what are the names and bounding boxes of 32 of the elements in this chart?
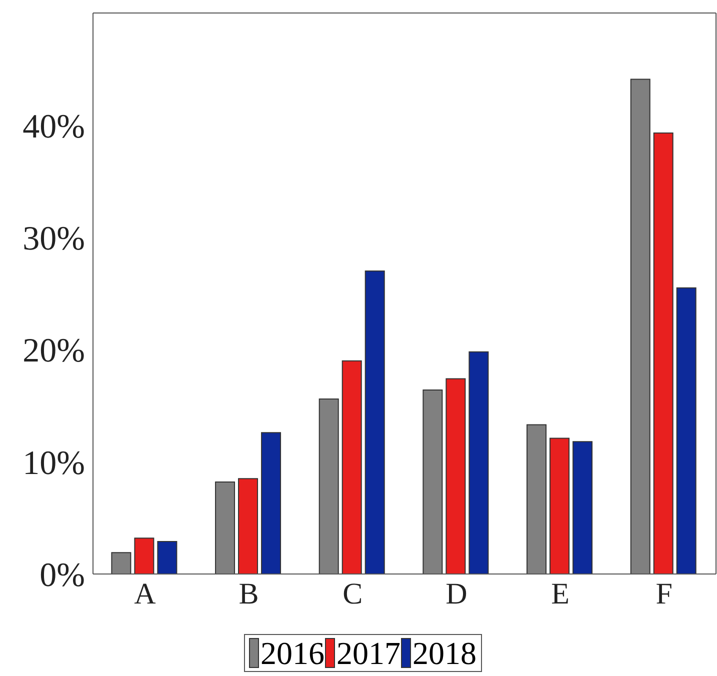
y-tick-label: 30% bbox=[22, 220, 85, 258]
bar bbox=[157, 540, 178, 574]
bar bbox=[676, 287, 696, 574]
y-tick-label: 20% bbox=[22, 332, 85, 370]
x-tick-label: A bbox=[134, 577, 156, 610]
y-tick-label: 10% bbox=[22, 444, 85, 482]
bar bbox=[422, 389, 443, 574]
x-tick-label: C bbox=[342, 577, 363, 610]
bar bbox=[318, 398, 339, 574]
y-tick-label: 0% bbox=[40, 557, 85, 594]
bar bbox=[215, 481, 236, 574]
bar bbox=[261, 432, 282, 574]
x-tick-label: D bbox=[446, 577, 468, 610]
x-tick-label: E bbox=[551, 577, 570, 610]
bar bbox=[653, 132, 674, 574]
bar bbox=[342, 360, 362, 574]
bar bbox=[111, 552, 132, 574]
y-tick-label: 40% bbox=[22, 108, 85, 146]
x-tick-label: F bbox=[656, 577, 672, 610]
bar bbox=[630, 78, 650, 574]
bar bbox=[364, 270, 385, 574]
bar bbox=[572, 441, 593, 574]
bar bbox=[468, 351, 489, 574]
legend-label: 2016 bbox=[260, 635, 324, 671]
bar bbox=[526, 424, 547, 574]
x-tick-label: B bbox=[238, 577, 259, 610]
bar bbox=[134, 538, 154, 574]
bar bbox=[550, 438, 570, 574]
legend-label: 2018 bbox=[412, 635, 476, 671]
legend-label: 2017 bbox=[336, 635, 400, 671]
bar bbox=[446, 378, 466, 574]
bar bbox=[238, 478, 258, 574]
